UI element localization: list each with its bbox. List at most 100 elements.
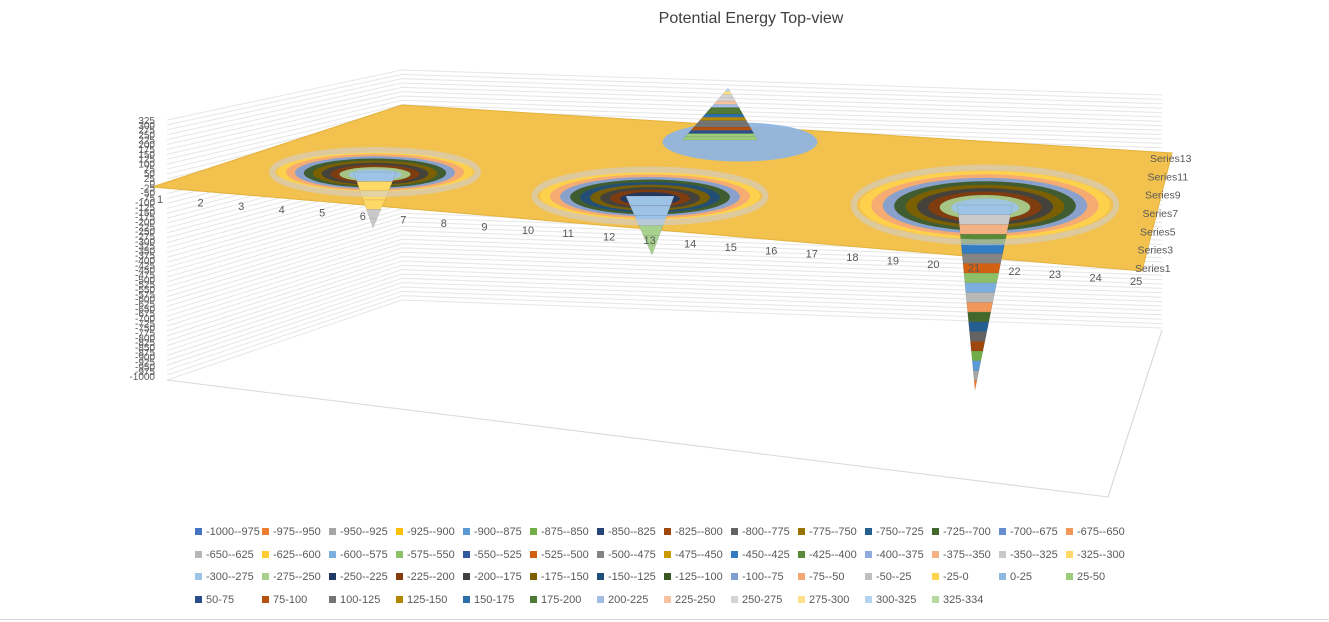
legend-label: -525--500	[541, 548, 589, 561]
z-tick-label: 0	[149, 179, 155, 190]
legend-swatch	[731, 550, 738, 558]
well-rim	[531, 166, 769, 226]
legend-swatch	[463, 573, 470, 580]
legend-entry: 225-250	[664, 589, 731, 612]
legend-swatch	[1066, 573, 1073, 580]
legend-swatch	[329, 528, 336, 535]
legend-entry: -800--775	[731, 521, 798, 544]
legend-swatch	[262, 573, 269, 580]
x-tick-label: 3	[238, 201, 244, 213]
well-band	[969, 331, 988, 342]
series-tick-label: Series5	[1140, 226, 1176, 238]
legend-entry: 100-125	[329, 589, 396, 612]
legend-entry: -975--950	[262, 521, 329, 544]
z-tick-label: 275	[138, 126, 155, 137]
legend-label: -625--600	[273, 548, 321, 561]
x-tick-label: 14	[684, 238, 696, 250]
legend-entry: 300-325	[865, 589, 932, 612]
legend-swatch	[463, 528, 470, 535]
legend-swatch	[1066, 550, 1073, 558]
legend-label: -275--250	[273, 571, 321, 583]
x-tick-label: 12	[603, 232, 615, 244]
legend-swatch	[329, 550, 336, 558]
legend-entry: 125-150	[396, 589, 463, 612]
legend-entry: -450--425	[731, 544, 798, 567]
legend-label: -550--525	[474, 548, 522, 561]
legend-label: -975--950	[273, 526, 321, 538]
legend-label: -750--725	[876, 526, 924, 538]
legend-swatch	[798, 573, 805, 580]
legend-swatch	[865, 528, 872, 535]
legend-entry: -225--200	[396, 566, 463, 589]
z-tick-label: -550	[135, 285, 155, 296]
gridline	[166, 69, 1163, 121]
legend-entry: -600--575	[329, 544, 396, 567]
z-tick-label: -325	[135, 242, 155, 253]
gridline	[166, 282, 1163, 361]
potential-peak	[662, 87, 818, 162]
peak-band	[690, 126, 753, 131]
well-band	[647, 244, 657, 256]
floor-edge	[1107, 329, 1163, 498]
floor-edge	[166, 329, 1163, 498]
legend-label: -25-0	[943, 571, 969, 583]
z-tick-label: -525	[135, 280, 155, 291]
z-tick-label: -400	[135, 256, 155, 267]
legend-entry: -250--225	[329, 566, 396, 589]
well-band	[356, 181, 394, 191]
potential-well	[860, 171, 1110, 391]
z-tick-label: -875	[135, 348, 155, 359]
z-tick-label: -700	[135, 314, 155, 325]
gridline	[166, 273, 1163, 352]
x-tick-label: 23	[1049, 269, 1061, 281]
legend-entry: -925--900	[396, 521, 463, 544]
legend-entry: 200-225	[597, 589, 664, 612]
peak-band	[699, 117, 747, 121]
legend-entry: -100--75	[731, 566, 798, 589]
floor-plane	[166, 329, 1163, 498]
gridline	[166, 86, 1163, 141]
well-band	[958, 214, 1011, 225]
legend-swatch	[865, 550, 872, 558]
z-tick-label: 125	[138, 155, 155, 166]
legend-label: -675--650	[1077, 526, 1125, 538]
legend-label: -400--375	[876, 548, 924, 561]
legend-entry: -175--150	[530, 566, 597, 589]
legend-label: -475--450	[675, 548, 723, 561]
legend-label: 125-150	[407, 593, 448, 606]
legend-label: -450--425	[742, 548, 790, 561]
legend-swatch	[798, 528, 805, 535]
well-band	[963, 272, 999, 284]
well-band	[966, 302, 994, 313]
peak-band	[721, 91, 733, 95]
well-band	[971, 360, 982, 371]
legend-entry: 0-25	[999, 566, 1066, 589]
well-band	[971, 350, 984, 362]
z-tick-label: 175	[138, 145, 155, 156]
z-tick-label: -250	[135, 227, 155, 238]
x-tick-label: 21	[968, 262, 980, 274]
z-tick-label: 50	[144, 169, 156, 180]
legend-entry: -125--100	[664, 566, 731, 589]
gridline	[166, 234, 1163, 307]
legend-entry: -525--500	[530, 544, 597, 567]
legend-swatch	[865, 595, 872, 603]
legend-swatch	[731, 573, 738, 580]
well-band	[959, 224, 1009, 235]
legend-label: -325--300	[1077, 548, 1125, 561]
legend-entry: 75-100	[262, 589, 329, 612]
legend-label: -125--100	[675, 571, 723, 583]
z-tick-label: -50	[141, 188, 156, 199]
legend-entry: -300--275	[195, 566, 262, 589]
legend-swatch	[195, 573, 202, 580]
z-tick-label: -625	[135, 300, 155, 311]
legend-label: -575--550	[407, 548, 455, 561]
peak-band	[701, 113, 746, 118]
potential-well	[277, 152, 473, 229]
legend-swatch	[932, 573, 939, 580]
legend-swatch	[932, 550, 939, 558]
z-tick-label: -725	[135, 319, 155, 330]
gridline	[166, 269, 1163, 347]
z-tick-label: -675	[135, 309, 155, 320]
